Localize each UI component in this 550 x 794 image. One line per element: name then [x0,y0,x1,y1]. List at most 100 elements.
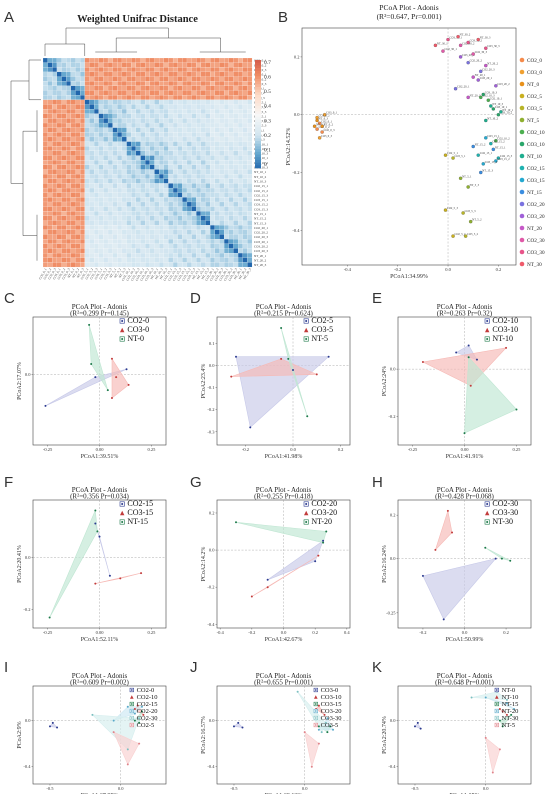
heatmap-cell [200,122,206,128]
heatmap-cell [94,257,99,263]
heatmap-cell [80,104,85,110]
heatmap-cell [112,225,118,230]
heatmap-cell [214,118,220,124]
data-point [48,616,51,619]
point-label: CO3_0_1 [326,112,337,115]
heatmap-row-label: CO2_20_3 [254,235,268,239]
heatmap-cell [172,155,178,161]
heatmap-cell [75,113,81,119]
legend-label: CO3_30 [527,250,545,256]
heatmap-cell [107,141,113,147]
x-tick-label: 0.0 [445,267,451,272]
heatmap-cell [61,118,67,124]
x-tick-label: 0.0 [281,630,287,635]
heatmap-cell [224,127,229,133]
chart-title: PCoA Plot - Adonis [256,303,312,311]
heatmap-cell [214,85,220,91]
heatmap-cell [135,141,141,147]
point-label: NT_15_3 [482,170,493,173]
heatmap-cell [247,146,253,152]
heatmap-cell [52,141,58,147]
heatmap-cell [103,136,109,142]
heatmap-cell [182,252,188,258]
heatmap-cell [159,229,164,235]
point-label: CO2_0_3 [324,129,335,132]
heatmap-cell [196,229,202,235]
heatmap-cell [107,211,113,217]
heatmap-cell [224,85,229,91]
heatmap-cell [117,136,123,142]
heatmap-cell [56,150,62,156]
heatmap-cell [205,160,211,165]
heatmap-cell [191,67,197,73]
heatmap-cell [149,197,155,203]
y-axis-label: PCoA2:23.4% [201,364,207,399]
heatmap-cell [52,197,58,203]
heatmap-cell [159,192,164,198]
heatmap-cell [140,211,146,217]
heatmap-cell [172,118,178,124]
pcoa-panel-e: PCoA Plot - Adonis(R²=0.263 Pr=0.32)-0.2… [382,303,532,460]
heatmap-cell [94,146,99,152]
heatmap-cell [121,127,127,133]
heatmap-cell [177,113,183,119]
heatmap-cell [117,234,123,240]
heatmap-cell [70,169,76,175]
heatmap-cell [56,187,62,193]
heatmap-cell [191,150,197,156]
heatmap-cell [200,62,206,68]
heatmap-cell [224,192,229,198]
colorbar-step [255,130,261,134]
heatmap-cell [131,81,137,86]
heatmap-cell [228,215,234,221]
plot-frame [32,685,167,785]
heatmap-cell [131,234,137,240]
heatmap-cell [233,262,239,268]
heatmap-cell [89,183,95,189]
heatmap-cell [200,243,206,249]
legend-marker-dot [131,689,133,691]
heatmap-row-label: CO3_15_2 [254,203,268,207]
heatmap-cell [126,136,132,142]
data-point [491,107,496,111]
heatmap-col-label: NT_20_3 [242,267,252,280]
heatmap-cell [89,85,95,91]
heatmap-cell [126,99,132,105]
heatmap-cell [131,109,137,114]
heatmap-cell [247,262,253,268]
heatmap-cell [121,160,127,165]
legend-marker [519,225,525,231]
heatmap-cell [237,187,243,193]
heatmap-cell [121,169,127,175]
heatmap-cell [75,252,81,258]
heatmap-cell [103,109,109,114]
x-axis-label: PCoA1:41.91% [446,454,484,460]
heatmap-cell [52,127,58,133]
heatmap-cell [182,262,188,268]
colorbar-step [255,103,261,107]
heatmap-cell [210,192,215,198]
heatmap-cell [66,81,71,86]
heatmap-cell [168,239,174,244]
heatmap-cell [84,99,90,105]
heatmap-cell [75,187,81,193]
heatmap-cell [70,76,76,82]
heatmap-cell [228,234,234,240]
x-tick-label: 0.2 [312,630,318,635]
heatmap-cell [42,169,48,175]
heatmap-cell [154,257,160,263]
legend-marker [519,189,525,195]
heatmap-cell [228,150,234,156]
heatmap-cell [75,99,81,105]
heatmap-cell [61,71,67,77]
heatmap-cell [66,174,71,179]
heatmap-cell [84,187,90,193]
x-tick-label: 0.00 [461,447,470,452]
heatmap-row-label: CO3_15_3 [254,207,268,211]
chart-title: PCoA Plot - Adonis [256,486,312,494]
heatmap-cell [66,76,71,82]
heatmap-cell [121,118,127,124]
point-label: CO2_10_2 [497,138,510,141]
heatmap-cell [163,150,169,156]
heatmap-cell [70,99,76,105]
